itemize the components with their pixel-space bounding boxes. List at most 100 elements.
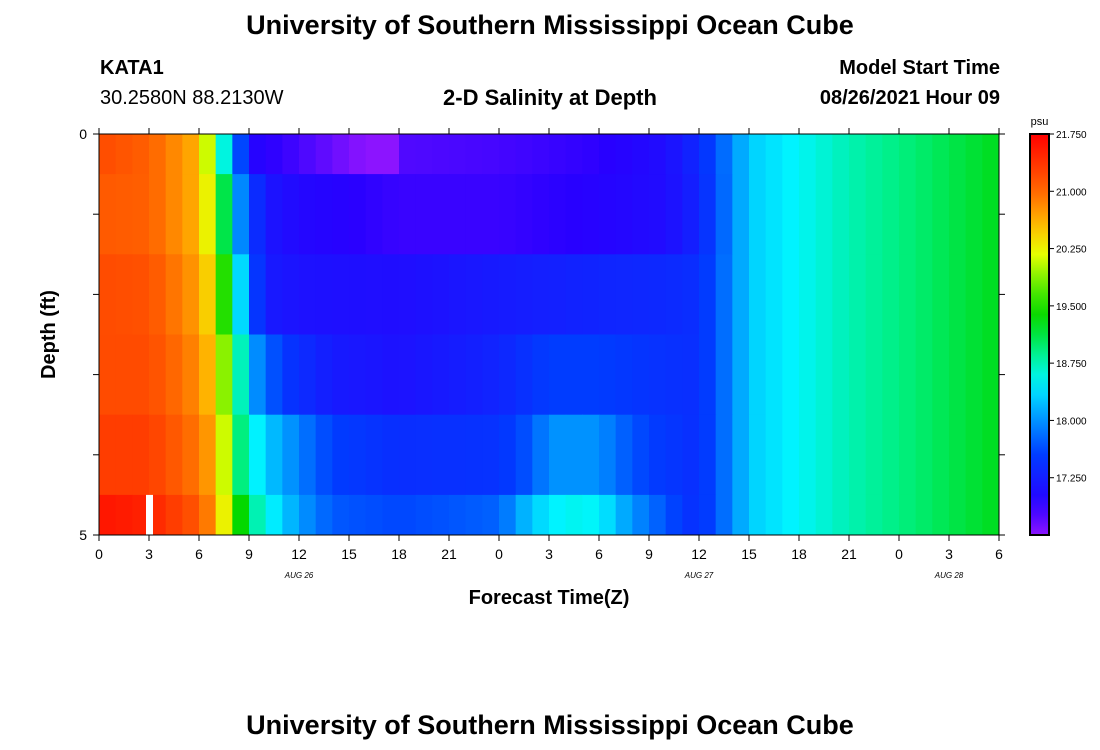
heatmap-cell	[415, 174, 433, 255]
heatmap-cell	[332, 254, 350, 336]
heatmap-cell	[382, 254, 400, 336]
heatmap-cell	[882, 334, 900, 416]
heatmap-cell	[682, 334, 700, 416]
heatmap-cell	[899, 494, 917, 535]
heatmap-cell	[682, 414, 700, 496]
heatmap-cell	[499, 414, 517, 496]
heatmap-cell	[915, 134, 933, 175]
heatmap-cell	[549, 334, 567, 416]
heatmap-cell	[949, 174, 967, 255]
heatmap-cell	[465, 174, 483, 255]
heatmap-cell	[699, 254, 717, 336]
x-tick-label: 6	[595, 546, 603, 562]
x-tick-label: 9	[645, 546, 653, 562]
white-marker	[146, 494, 153, 535]
heatmap-cell	[849, 334, 867, 416]
heatmap-cell	[632, 414, 650, 496]
heatmap-cell	[149, 334, 167, 416]
heatmap-cell	[415, 134, 433, 175]
heatmap-cell	[949, 494, 967, 535]
heatmap-cell	[115, 414, 133, 496]
x-axis-label: Forecast Time(Z)	[469, 587, 630, 609]
heatmap-cell	[332, 334, 350, 416]
heatmap-cell	[615, 134, 633, 175]
heatmap-cell	[99, 494, 117, 535]
heatmap-cell	[199, 254, 217, 336]
heatmap-cell	[115, 174, 133, 255]
heatmap-cell	[232, 494, 250, 535]
x-tick-label: 21	[841, 546, 857, 562]
heatmap-cell	[532, 254, 550, 336]
colorbar: psu 21.750 21.000 20.250 19.500 18.750 18.000 1…	[1029, 116, 1087, 536]
heatmap-cell	[399, 134, 417, 175]
heatmap-cell	[982, 494, 999, 535]
heatmap-cell	[549, 414, 567, 496]
heatmap-cell	[699, 494, 717, 535]
heatmap-cell	[715, 334, 733, 416]
heatmap-cell	[849, 414, 867, 496]
x-tick-label: 12	[691, 546, 707, 562]
heatmap-cell	[915, 494, 933, 535]
heatmap-cell	[799, 134, 817, 175]
heatmap-cell	[265, 174, 283, 255]
heatmap-cell	[615, 494, 633, 535]
heatmap-cell	[599, 494, 617, 535]
heatmap-cell	[365, 414, 383, 496]
heatmap-cell	[799, 334, 817, 416]
heatmap-cell	[582, 254, 600, 336]
heatmap-cell	[382, 494, 400, 535]
heatmap-cell	[99, 254, 117, 336]
heatmap-cell	[149, 174, 167, 255]
heatmap-cell	[832, 414, 850, 496]
heatmap-cell	[315, 254, 333, 336]
heatmap-cell	[732, 174, 750, 255]
heatmap-cell	[832, 174, 850, 255]
heatmap-cell	[882, 414, 900, 496]
heatmap-cell	[582, 414, 600, 496]
depth-layer	[99, 174, 999, 255]
heatmap-cell	[382, 134, 400, 175]
heatmap-cell	[649, 134, 667, 175]
heatmap-cell	[849, 254, 867, 336]
heatmap-cell	[199, 134, 217, 175]
heatmap-cell	[132, 174, 150, 255]
heatmap-cell	[832, 254, 850, 336]
heatmap-cell	[282, 134, 300, 175]
y-tick-label: 0	[79, 126, 87, 142]
heatmap-cell	[715, 174, 733, 255]
x-tick-label: 15	[341, 546, 357, 562]
heatmap-cell	[949, 134, 967, 175]
heatmap-cell	[282, 254, 300, 336]
heatmap-cell	[565, 414, 583, 496]
heatmap-cell	[315, 494, 333, 535]
model-start-value: 08/26/2021 Hour 09	[819, 87, 1000, 109]
model-start-label: Model Start Time	[839, 57, 1000, 79]
heatmap-cell	[465, 414, 483, 496]
heatmap-cell	[715, 494, 733, 535]
heatmap-cell	[765, 134, 783, 175]
heatmap-cell	[132, 254, 150, 336]
heatmap-cell	[499, 134, 517, 175]
heatmap-cell	[665, 334, 683, 416]
heatmap-cell	[965, 334, 983, 416]
heatmap-cell	[632, 254, 650, 336]
heatmap-cell	[165, 174, 183, 255]
heatmap-cell	[565, 174, 583, 255]
heatmap-cell	[515, 174, 533, 255]
heatmap-cell	[182, 494, 200, 535]
heatmap-cell	[499, 494, 517, 535]
heatmap-cell	[299, 414, 317, 496]
heatmap-cell	[982, 414, 999, 496]
heatmap-cell	[415, 494, 433, 535]
heatmap-cell	[449, 134, 467, 175]
heatmap-cell	[532, 174, 550, 255]
heatmap-cell	[232, 334, 250, 416]
heatmap-cell	[332, 134, 350, 175]
heatmap-cell	[299, 134, 317, 175]
heatmap-cell	[199, 414, 217, 496]
heatmap-cell	[665, 174, 683, 255]
heatmap-cell	[232, 134, 250, 175]
heatmap-cell	[515, 494, 533, 535]
colorbar-tick-label: 21.750	[1056, 130, 1087, 141]
heatmap-cell	[249, 254, 267, 336]
